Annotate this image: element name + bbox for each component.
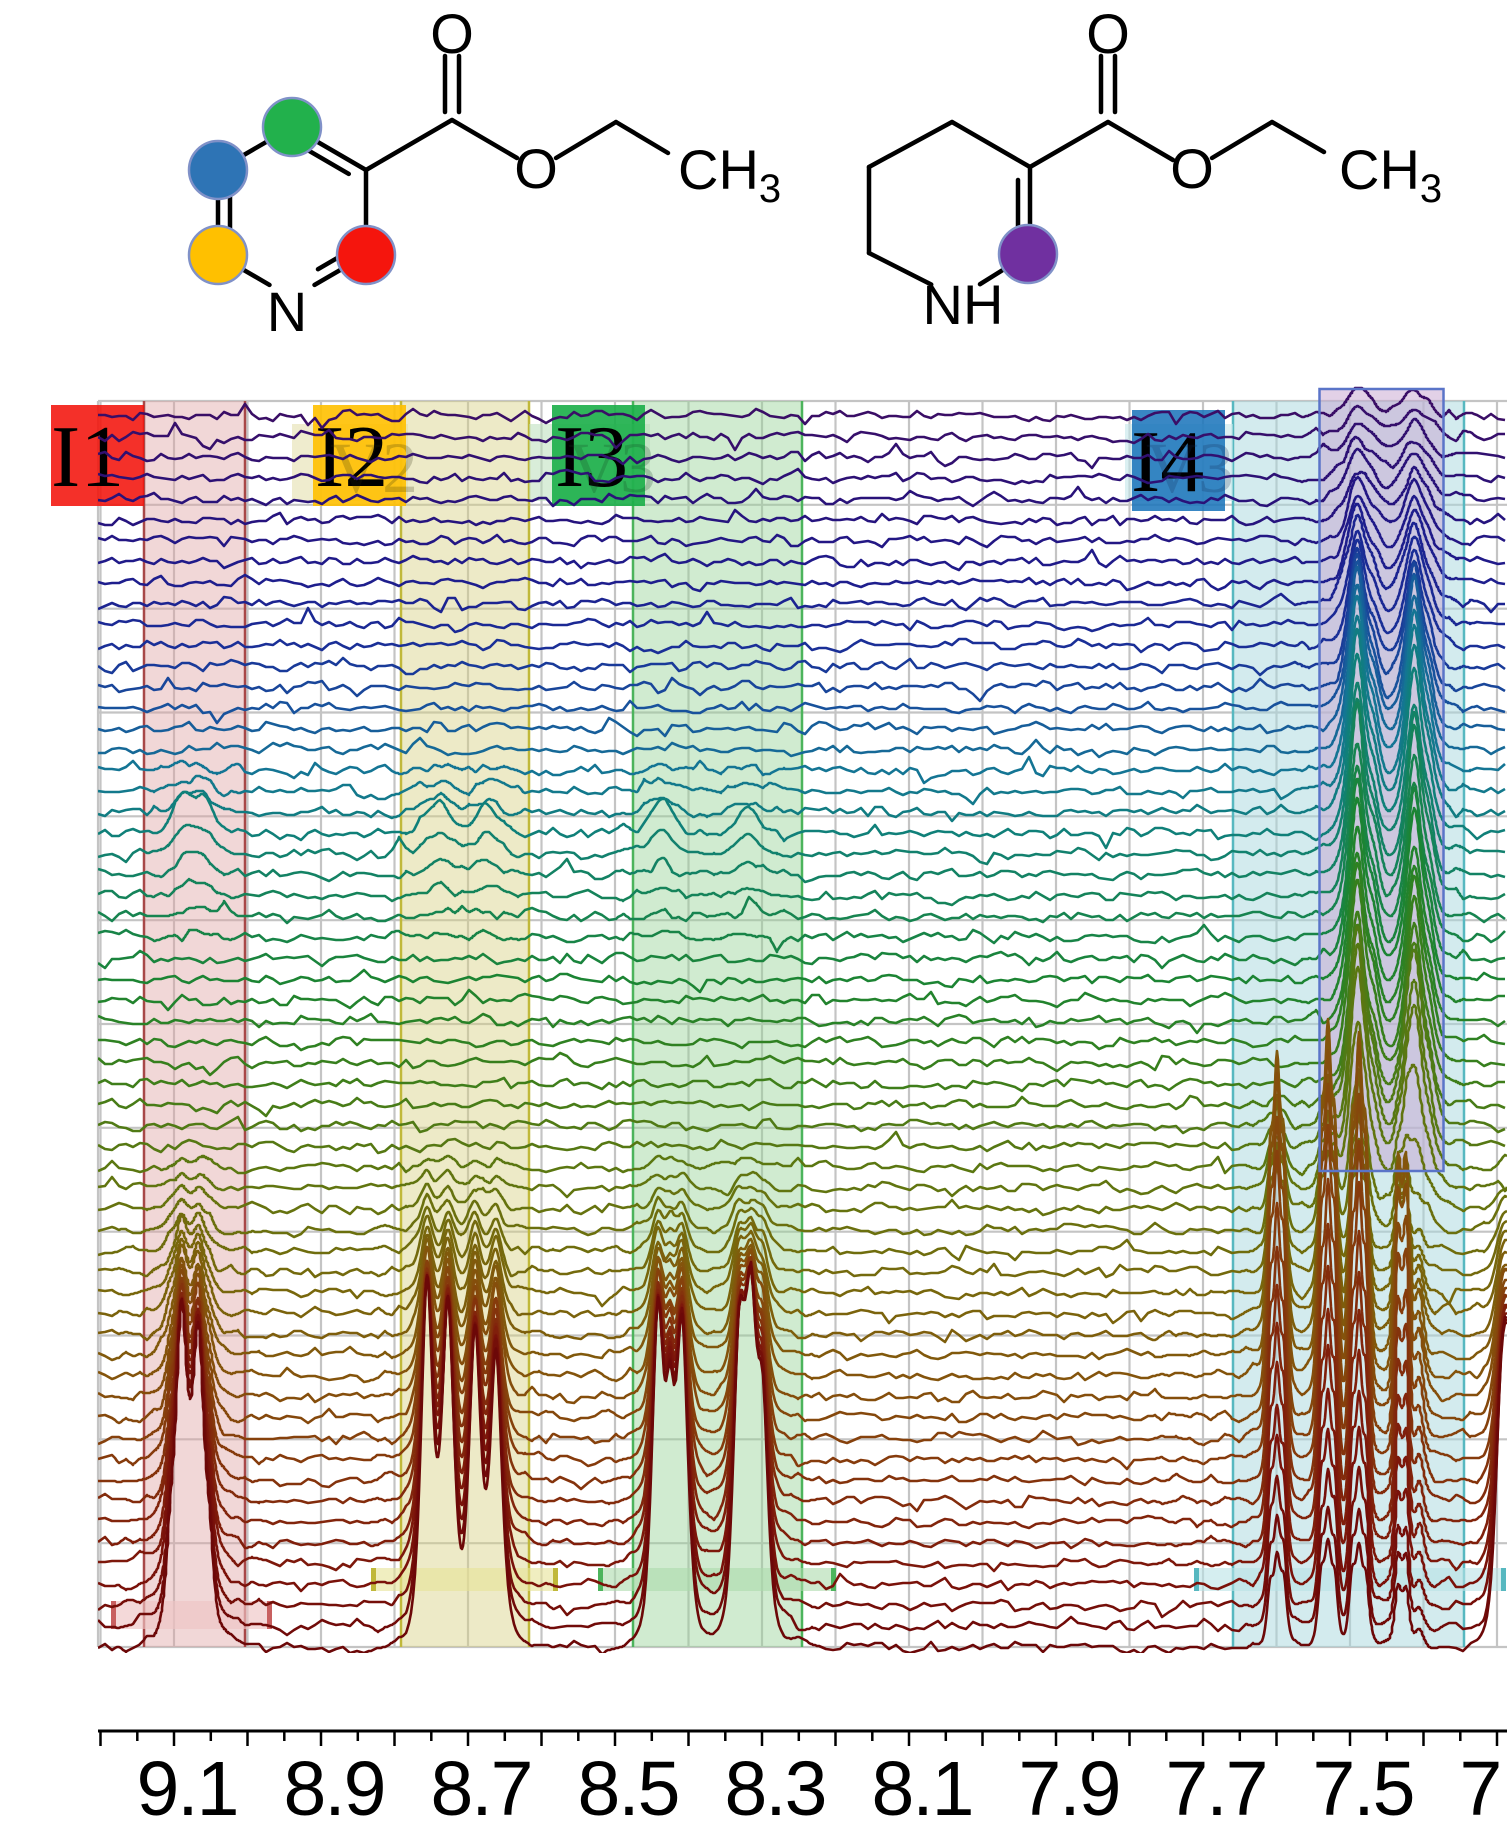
svg-text:N: N: [267, 280, 307, 343]
svg-text:O: O: [1086, 2, 1130, 65]
svg-text:O: O: [514, 137, 558, 200]
svg-text:O: O: [1170, 137, 1214, 200]
svg-text:7.7: 7.7: [1165, 1746, 1266, 1823]
svg-text:8.3: 8.3: [724, 1746, 825, 1823]
svg-text:I4: I4: [1131, 414, 1204, 511]
svg-text:I2: I2: [315, 409, 388, 506]
svg-text:V2: V2: [330, 428, 418, 508]
svg-text:NH: NH: [923, 273, 1004, 336]
svg-text:I3: I3: [555, 409, 628, 506]
svg-text:8.7: 8.7: [430, 1746, 531, 1823]
svg-text:8.9: 8.9: [283, 1746, 384, 1823]
svg-text:8.5: 8.5: [577, 1746, 678, 1823]
svg-text:7.3: 7.3: [1459, 1746, 1507, 1823]
svg-text:O: O: [430, 2, 474, 65]
svg-text:8.1: 8.1: [871, 1746, 972, 1823]
svg-text:7.5: 7.5: [1312, 1746, 1413, 1823]
svg-text:7.9: 7.9: [1018, 1746, 1119, 1823]
svg-text:9.1: 9.1: [136, 1746, 237, 1823]
